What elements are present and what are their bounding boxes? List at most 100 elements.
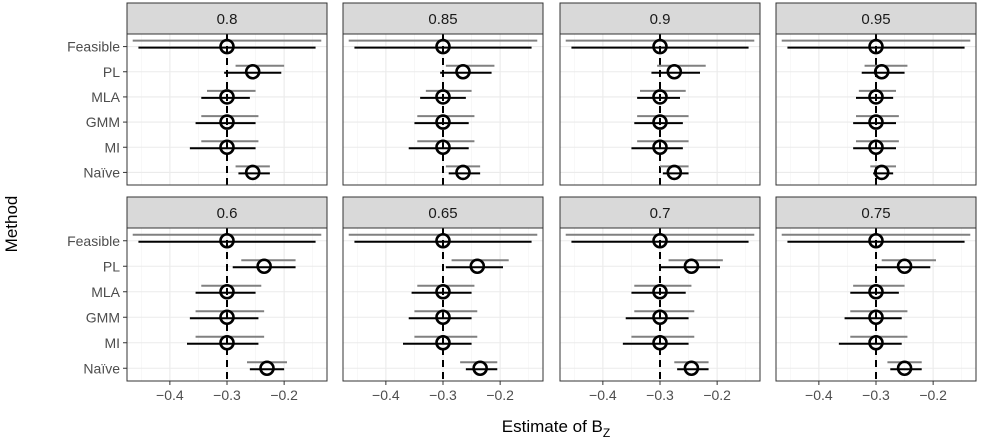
- facet-strip: [126, 196, 328, 229]
- point-estimate: [219, 309, 235, 326]
- point-estimate: [896, 360, 913, 377]
- point-estimate: [868, 334, 884, 351]
- point-estimate: [219, 38, 235, 55]
- facet-panel: 0.75 −0.4 −0.3 −0.2: [775, 196, 977, 403]
- point-estimate: [652, 232, 668, 249]
- point-estimate: [435, 283, 451, 300]
- facet-strip-label: 0.7: [650, 205, 671, 222]
- point-estimate: [873, 164, 890, 181]
- facet-strip-label: 0.85: [428, 11, 457, 28]
- point-estimate: [435, 232, 451, 249]
- point-estimate: [868, 89, 884, 105]
- point-estimate: [652, 89, 668, 105]
- facet-panel: 0.6 Feasible PL MLA GMM MI Naïve −0.4 −0.3 −0.2: [67, 196, 328, 403]
- point-estimate: [219, 114, 235, 130]
- x-axis-title-subscript: Z: [603, 426, 610, 440]
- point-estimate: [868, 309, 884, 326]
- point-estimate: [469, 258, 486, 275]
- point-estimate: [868, 139, 884, 156]
- point-estimate: [652, 283, 668, 300]
- y-tick-label: Naïve: [83, 360, 120, 376]
- facet-strip-label: 0.8: [217, 11, 238, 28]
- point-estimate: [435, 89, 451, 105]
- point-estimate: [652, 139, 668, 156]
- y-tick-label: MLA: [91, 284, 120, 300]
- x-tick-label: −0.4: [156, 387, 184, 403]
- point-estimate: [683, 360, 700, 377]
- facet-panel: 0.95: [775, 2, 977, 186]
- facet-strip: [559, 2, 761, 35]
- facet-panel: 0.85: [342, 2, 544, 186]
- facet-strip-label: 0.65: [428, 205, 457, 222]
- point-estimate: [435, 139, 451, 156]
- x-tick-label: −0.2: [919, 387, 947, 403]
- point-estimate: [472, 360, 488, 377]
- point-estimate: [244, 164, 261, 181]
- facet-strip-label: 0.6: [217, 205, 238, 222]
- y-tick-label: PL: [103, 258, 120, 274]
- x-tick-label: −0.2: [486, 387, 514, 403]
- facet-strip: [126, 2, 328, 35]
- point-estimate: [868, 114, 884, 130]
- y-tick-label: MLA: [91, 89, 120, 105]
- y-tick-label: GMM: [86, 309, 120, 325]
- point-estimate: [652, 114, 668, 130]
- point-estimate: [256, 258, 272, 275]
- facet-panel: 0.65 −0.4 −0.3 −0.2: [342, 196, 544, 403]
- x-tick-label: −0.2: [270, 387, 298, 403]
- y-tick-label: GMM: [86, 114, 120, 130]
- point-estimate: [868, 232, 884, 249]
- y-tick-label: MI: [104, 139, 120, 155]
- point-estimate: [873, 63, 890, 80]
- x-tick-label: −0.3: [862, 387, 890, 403]
- point-estimate: [219, 139, 235, 156]
- x-tick-label: −0.3: [213, 387, 241, 403]
- y-tick-label: PL: [103, 64, 120, 80]
- point-estimate: [666, 164, 683, 181]
- point-estimate: [435, 38, 451, 55]
- x-tick-label: −0.4: [805, 387, 833, 403]
- point-estimate: [219, 334, 235, 351]
- facet-strip: [342, 196, 544, 229]
- facet-strip: [775, 2, 977, 35]
- facet-strip: [775, 196, 977, 229]
- point-estimate: [652, 334, 668, 351]
- point-estimate: [683, 258, 700, 275]
- point-estimate: [219, 89, 235, 105]
- panels-layer: 0.8 Feasible PL MLA GMM MI Naïve 0.85 0.9 0.95 0.6…: [67, 2, 977, 403]
- x-axis-title-main: Estimate of B: [502, 417, 603, 436]
- point-estimate: [435, 309, 451, 326]
- point-estimate: [244, 63, 261, 80]
- point-estimate: [666, 63, 683, 80]
- facet-panel: 0.9: [559, 2, 761, 186]
- x-tick-label: −0.3: [646, 387, 674, 403]
- y-tick-label: MI: [104, 335, 120, 351]
- point-estimate: [219, 283, 235, 300]
- point-estimate: [868, 283, 884, 300]
- point-estimate: [652, 38, 668, 55]
- point-estimate: [455, 63, 471, 80]
- point-estimate: [435, 114, 451, 130]
- point-estimate: [455, 164, 471, 181]
- x-tick-label: −0.4: [589, 387, 617, 403]
- y-tick-label: Feasible: [67, 233, 120, 249]
- point-estimate: [435, 334, 451, 351]
- point-estimate: [868, 38, 884, 55]
- x-axis-title: Estimate of BZ: [502, 417, 610, 440]
- facet-panel: 0.8 Feasible PL MLA GMM MI Naïve: [67, 2, 328, 186]
- y-axis-title: Method: [2, 196, 21, 253]
- facet-panel: 0.7 −0.4 −0.3 −0.2: [559, 196, 761, 403]
- facet-strip: [342, 2, 544, 35]
- facet-strip-label: 0.9: [650, 11, 671, 28]
- point-estimate: [259, 360, 275, 377]
- x-tick-label: −0.2: [703, 387, 731, 403]
- x-tick-label: −0.4: [372, 387, 400, 403]
- point-estimate: [219, 232, 235, 249]
- facet-strip-label: 0.95: [861, 11, 890, 28]
- point-estimate: [896, 258, 913, 275]
- facet-strip-label: 0.75: [861, 205, 890, 222]
- y-tick-label: Feasible: [67, 39, 120, 55]
- facet-strip: [559, 196, 761, 229]
- point-estimate: [652, 309, 668, 326]
